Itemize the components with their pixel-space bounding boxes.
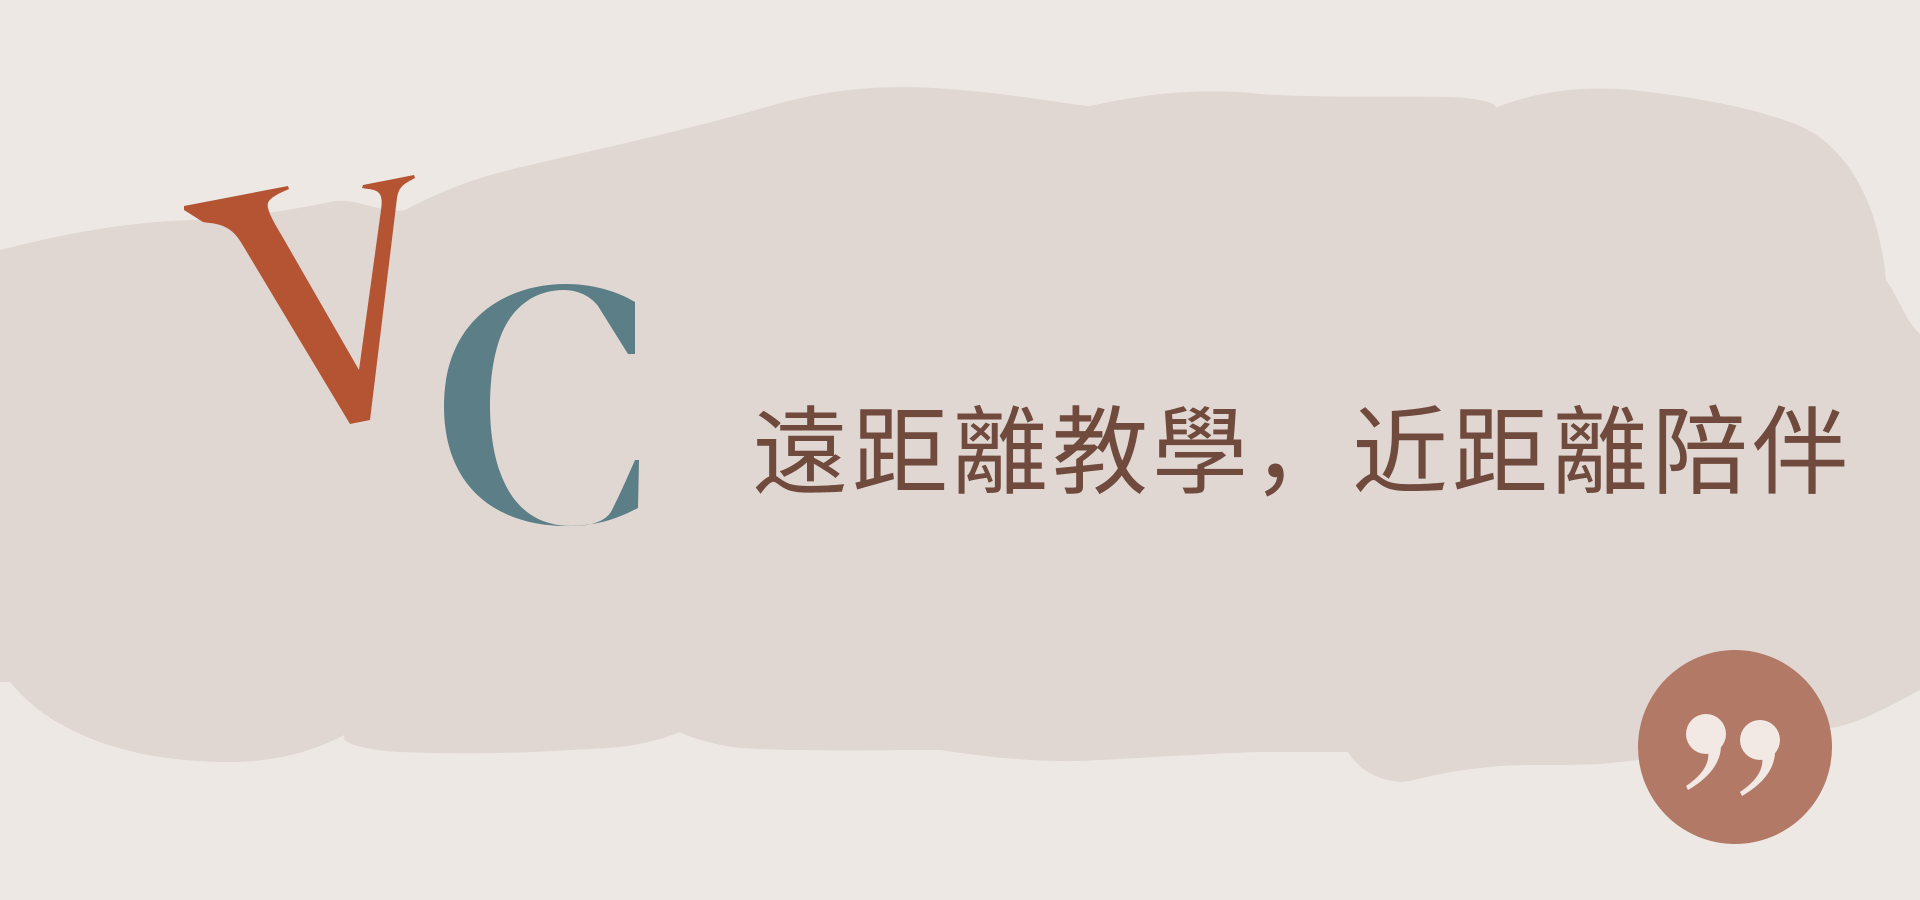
logo-letter-c (444, 284, 639, 526)
tagline: 遠距離教學，近距離陪伴 (752, 397, 1852, 509)
closing-quote-icon (1686, 714, 1780, 796)
logo-letter-v (184, 175, 415, 424)
quote-badge (1638, 650, 1832, 844)
